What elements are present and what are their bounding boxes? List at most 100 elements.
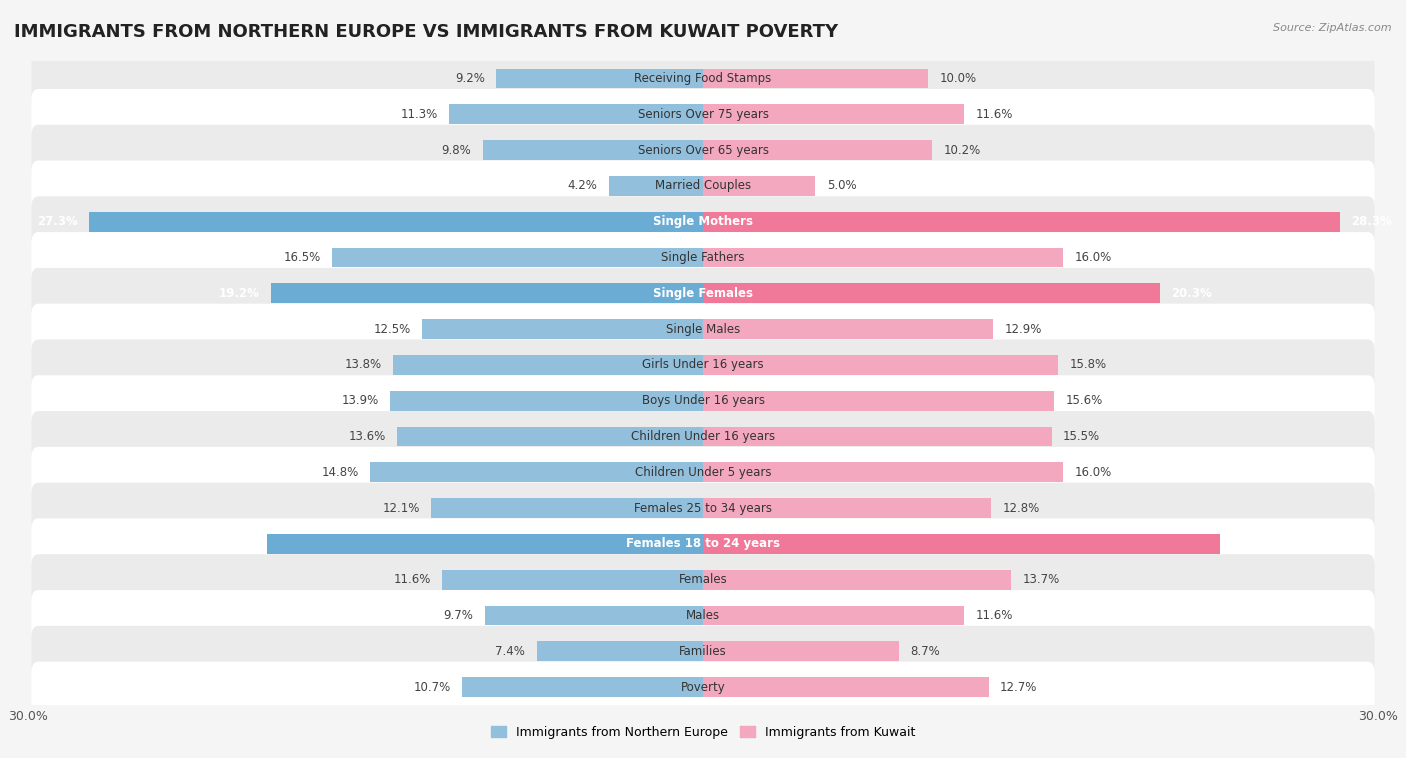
Bar bbox=[703, 427, 1052, 446]
FancyBboxPatch shape bbox=[31, 161, 1375, 211]
Text: Poverty: Poverty bbox=[681, 681, 725, 694]
Bar bbox=[482, 140, 703, 160]
Bar bbox=[703, 248, 1063, 268]
Bar bbox=[703, 69, 928, 89]
Text: 15.6%: 15.6% bbox=[1066, 394, 1102, 407]
Text: Single Mothers: Single Mothers bbox=[652, 215, 754, 228]
Text: 9.7%: 9.7% bbox=[444, 609, 474, 622]
Text: 16.5%: 16.5% bbox=[284, 251, 321, 264]
Text: 13.7%: 13.7% bbox=[1022, 573, 1060, 586]
FancyBboxPatch shape bbox=[31, 375, 1375, 426]
FancyBboxPatch shape bbox=[31, 662, 1375, 713]
Text: 11.6%: 11.6% bbox=[976, 609, 1012, 622]
Bar bbox=[422, 319, 703, 339]
Text: 27.3%: 27.3% bbox=[37, 215, 77, 228]
Text: 9.8%: 9.8% bbox=[441, 143, 471, 157]
Text: 16.0%: 16.0% bbox=[1074, 251, 1111, 264]
FancyBboxPatch shape bbox=[31, 268, 1375, 318]
FancyBboxPatch shape bbox=[31, 590, 1375, 641]
Text: Families: Families bbox=[679, 645, 727, 658]
Text: 12.8%: 12.8% bbox=[1002, 502, 1039, 515]
Text: Married Couples: Married Couples bbox=[655, 180, 751, 193]
Text: Single Females: Single Females bbox=[652, 287, 754, 300]
Bar bbox=[89, 212, 703, 231]
Text: 10.7%: 10.7% bbox=[413, 681, 451, 694]
Bar bbox=[703, 140, 932, 160]
Text: Children Under 5 years: Children Under 5 years bbox=[634, 465, 772, 479]
Bar bbox=[496, 69, 703, 89]
Bar bbox=[703, 355, 1059, 374]
Text: 8.7%: 8.7% bbox=[910, 645, 939, 658]
Bar bbox=[537, 641, 703, 661]
Text: Seniors Over 75 years: Seniors Over 75 years bbox=[637, 108, 769, 121]
Text: 4.2%: 4.2% bbox=[568, 180, 598, 193]
Bar bbox=[703, 498, 991, 518]
Text: 10.0%: 10.0% bbox=[939, 72, 976, 85]
Bar bbox=[441, 570, 703, 590]
Bar bbox=[703, 283, 1160, 303]
Text: 13.8%: 13.8% bbox=[344, 359, 381, 371]
Text: Seniors Over 65 years: Seniors Over 65 years bbox=[637, 143, 769, 157]
Text: 11.6%: 11.6% bbox=[976, 108, 1012, 121]
Text: 5.0%: 5.0% bbox=[827, 180, 856, 193]
Bar bbox=[703, 641, 898, 661]
Bar bbox=[271, 283, 703, 303]
FancyBboxPatch shape bbox=[31, 232, 1375, 283]
Text: 19.4%: 19.4% bbox=[214, 537, 256, 550]
Text: 12.7%: 12.7% bbox=[1000, 681, 1038, 694]
Text: 9.2%: 9.2% bbox=[456, 72, 485, 85]
Text: IMMIGRANTS FROM NORTHERN EUROPE VS IMMIGRANTS FROM KUWAIT POVERTY: IMMIGRANTS FROM NORTHERN EUROPE VS IMMIG… bbox=[14, 23, 838, 41]
Text: Children Under 16 years: Children Under 16 years bbox=[631, 430, 775, 443]
Text: Males: Males bbox=[686, 609, 720, 622]
Bar bbox=[703, 534, 1220, 553]
Text: 13.6%: 13.6% bbox=[349, 430, 385, 443]
FancyBboxPatch shape bbox=[31, 483, 1375, 534]
Text: 15.8%: 15.8% bbox=[1070, 359, 1107, 371]
FancyBboxPatch shape bbox=[31, 53, 1375, 104]
Text: 15.5%: 15.5% bbox=[1063, 430, 1099, 443]
Bar bbox=[703, 391, 1054, 411]
Bar bbox=[267, 534, 703, 553]
Text: Receiving Food Stamps: Receiving Food Stamps bbox=[634, 72, 772, 85]
Text: Females 18 to 24 years: Females 18 to 24 years bbox=[626, 537, 780, 550]
Bar bbox=[396, 427, 703, 446]
Bar bbox=[485, 606, 703, 625]
Text: 28.3%: 28.3% bbox=[1351, 215, 1392, 228]
FancyBboxPatch shape bbox=[31, 196, 1375, 247]
Text: 20.3%: 20.3% bbox=[1171, 287, 1212, 300]
Legend: Immigrants from Northern Europe, Immigrants from Kuwait: Immigrants from Northern Europe, Immigra… bbox=[485, 721, 921, 744]
Text: 23.0%: 23.0% bbox=[1232, 537, 1272, 550]
Text: Females 25 to 34 years: Females 25 to 34 years bbox=[634, 502, 772, 515]
Text: 19.2%: 19.2% bbox=[219, 287, 260, 300]
Text: Females: Females bbox=[679, 573, 727, 586]
Bar bbox=[391, 391, 703, 411]
Bar bbox=[703, 319, 993, 339]
Text: 12.5%: 12.5% bbox=[374, 323, 411, 336]
FancyBboxPatch shape bbox=[31, 89, 1375, 139]
Bar bbox=[703, 677, 988, 697]
Bar bbox=[703, 606, 965, 625]
Bar bbox=[370, 462, 703, 482]
Text: 16.0%: 16.0% bbox=[1074, 465, 1111, 479]
Text: 12.9%: 12.9% bbox=[1004, 323, 1042, 336]
Bar bbox=[703, 105, 965, 124]
FancyBboxPatch shape bbox=[31, 304, 1375, 355]
Bar bbox=[449, 105, 703, 124]
FancyBboxPatch shape bbox=[31, 340, 1375, 390]
Bar bbox=[463, 677, 703, 697]
Text: 12.1%: 12.1% bbox=[382, 502, 419, 515]
Text: 14.8%: 14.8% bbox=[322, 465, 359, 479]
Bar bbox=[609, 176, 703, 196]
Bar bbox=[703, 462, 1063, 482]
FancyBboxPatch shape bbox=[31, 626, 1375, 677]
FancyBboxPatch shape bbox=[31, 411, 1375, 462]
Text: Source: ZipAtlas.com: Source: ZipAtlas.com bbox=[1274, 23, 1392, 33]
Bar bbox=[703, 570, 1011, 590]
Text: Single Fathers: Single Fathers bbox=[661, 251, 745, 264]
Bar bbox=[392, 355, 703, 374]
FancyBboxPatch shape bbox=[31, 447, 1375, 498]
Text: Girls Under 16 years: Girls Under 16 years bbox=[643, 359, 763, 371]
Bar bbox=[703, 176, 815, 196]
Text: Boys Under 16 years: Boys Under 16 years bbox=[641, 394, 765, 407]
FancyBboxPatch shape bbox=[31, 125, 1375, 176]
